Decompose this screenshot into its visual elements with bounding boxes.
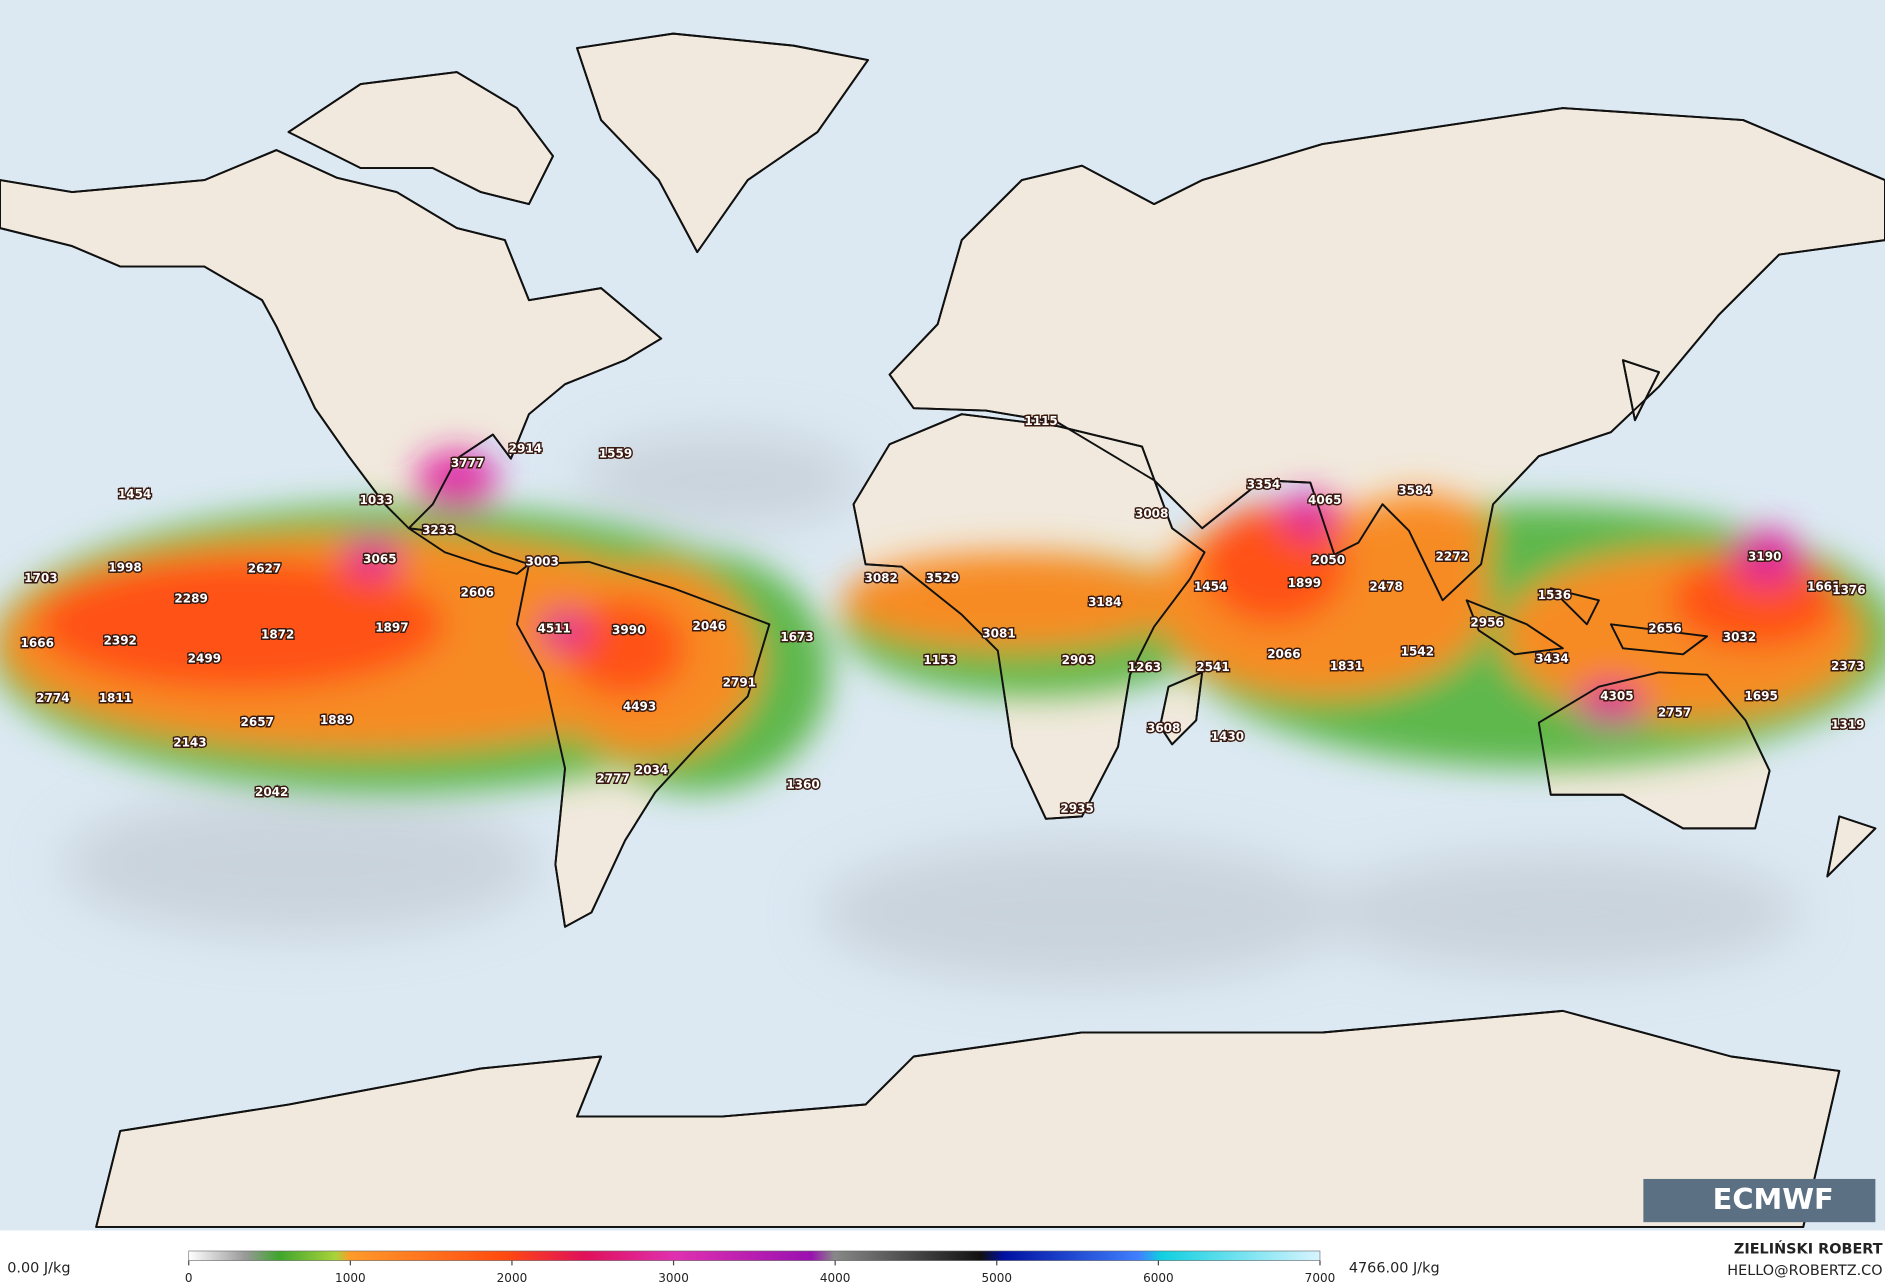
cape-label: 1559 (599, 446, 632, 460)
cape-label: 2373 (1831, 659, 1864, 673)
colorbar-tick-label: 0 (185, 1271, 193, 1285)
cape-label: 3032 (1723, 630, 1756, 644)
credit-name: ZIELIŃSKI ROBERT (1734, 1239, 1883, 1257)
cape-label: 2914 (509, 442, 542, 456)
cape-label: 2791 (723, 676, 756, 690)
cape-label: 2627 (248, 562, 281, 576)
cape-label: 2656 (1648, 622, 1681, 636)
cape-label: 1376 (1832, 583, 1865, 597)
cape-label: 1454 (1194, 580, 1227, 594)
cape-label: 1889 (320, 713, 353, 727)
cape-label: 2935 (1060, 802, 1093, 816)
cape-label: 2050 (1312, 553, 1345, 567)
cape-label: 3233 (422, 523, 455, 537)
cape-label: 1454 (118, 487, 151, 501)
cape-label: 1542 (1401, 644, 1434, 658)
cape-label: 1430 (1211, 730, 1244, 744)
max-label: 4766.00 J/kg (1349, 1261, 1440, 1277)
cape-label: 2956 (1470, 616, 1503, 630)
cape-label: 2143 (173, 736, 206, 750)
cape-label: 3065 (363, 552, 396, 566)
cape-label: 2289 (174, 592, 207, 606)
colorbar-tick-label: 1000 (335, 1271, 366, 1285)
cape-labels: 1454 3777 2914 1559 1033 3233 3003 1115 3008 3354… (19, 412, 1867, 817)
colorbar-tick-label: 2000 (497, 1271, 528, 1285)
cape-label: 2757 (1658, 706, 1691, 720)
cape-label: 1897 (375, 620, 408, 634)
cape-label: 1153 (923, 653, 956, 667)
cape-label: 1360 (786, 778, 819, 792)
cape-label: 2774 (36, 691, 69, 705)
colorbar-tick-label: 5000 (981, 1271, 1012, 1285)
cape-label: 3008 (1135, 506, 1168, 520)
colorbar (188, 1250, 1321, 1261)
cape-label: 1661 (1807, 580, 1840, 594)
cape-label: 3081 (982, 626, 1015, 640)
cape-label: 2066 (1267, 647, 1300, 661)
cape-label: 2042 (255, 785, 288, 799)
colorbar-tick-label: 3000 (658, 1271, 689, 1285)
logo: ECMWF (1713, 1182, 1834, 1216)
cape-label: 1666 (21, 636, 54, 650)
cape-label: 4511 (537, 622, 570, 636)
cape-label: 2272 (1436, 550, 1469, 564)
cape-label: 3082 (864, 571, 897, 585)
cape-field (0, 450, 1885, 793)
cape-label: 1319 (1831, 718, 1864, 732)
cape-label: 2034 (635, 763, 668, 777)
colorbar-tick-label: 4000 (820, 1271, 851, 1285)
cloud-field (60, 432, 1804, 985)
cape-label: 1536 (1538, 588, 1571, 602)
logo-box (1643, 1178, 1876, 1223)
cape-label: 1033 (360, 493, 393, 507)
cape-label: 2657 (241, 715, 274, 729)
cape-label: 3529 (926, 571, 959, 585)
cape-label: 3434 (1535, 652, 1568, 666)
cape-label: 1872 (261, 628, 294, 642)
colorbar-ticks: 0 1000 2000 3000 4000 5000 6000 7000 (185, 1260, 1336, 1285)
cape-label: 3584 (1398, 484, 1431, 498)
cape-label: 2606 (461, 586, 494, 600)
cape-label: 2392 (104, 634, 137, 648)
cape-label: 1695 (1744, 689, 1777, 703)
cape-label: 1811 (99, 691, 132, 705)
cape-label: 1703 (24, 571, 57, 585)
credit-contact: HELLO@ROBERTZ.CO (1727, 1263, 1882, 1279)
cape-label: 3990 (612, 623, 645, 637)
cape-label: 1998 (108, 560, 141, 574)
cape-label: 3777 (451, 456, 484, 470)
cape-label: 1673 (780, 630, 813, 644)
cape-label: 3184 (1088, 595, 1121, 609)
colorbar-tick-label: 7000 (1305, 1271, 1336, 1285)
cape-label: 3190 (1748, 550, 1781, 564)
cape-label: 4493 (623, 700, 656, 714)
cape-label: 2478 (1369, 580, 1402, 594)
cape-label: 2777 (596, 772, 629, 786)
cape-label: 3608 (1147, 721, 1180, 735)
cape-label: 2541 (1196, 660, 1229, 674)
cape-label: 4065 (1308, 493, 1341, 507)
cape-label: 1263 (1128, 660, 1161, 674)
cape-label: 2903 (1062, 653, 1095, 667)
min-label: 0.00 J/kg (7, 1261, 70, 1277)
cape-label: 2046 (693, 619, 726, 633)
cape-label: 1831 (1330, 659, 1363, 673)
colorbar-tick-label: 6000 (1143, 1271, 1174, 1285)
cape-label: 1115 (1024, 414, 1057, 428)
cape-label: 2499 (188, 652, 221, 666)
cape-label: 1899 (1288, 576, 1321, 590)
cape-label: 3354 (1247, 478, 1280, 492)
cape-label: 4305 (1600, 689, 1633, 703)
cape-label: 3003 (525, 554, 558, 568)
